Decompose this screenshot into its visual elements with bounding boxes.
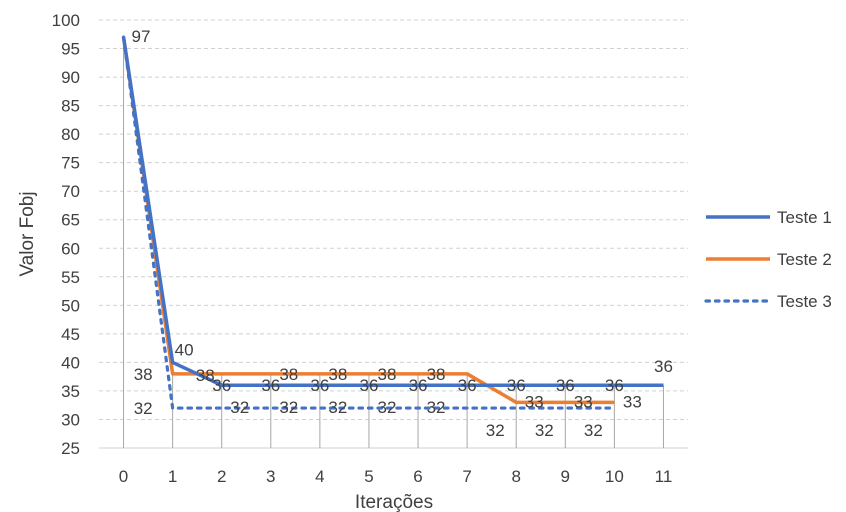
data-label: 38 <box>427 365 446 384</box>
data-label: 36 <box>605 376 624 395</box>
y-tick-label: 25 <box>61 439 80 458</box>
data-label: 38 <box>377 365 396 384</box>
data-label: 32 <box>377 398 396 417</box>
data-label: 36 <box>507 376 526 395</box>
x-tick-label: 4 <box>315 467 324 486</box>
y-axis-title: Valor Fobj <box>17 191 38 276</box>
data-label: 32 <box>486 421 505 440</box>
y-tick-label: 70 <box>61 182 80 201</box>
y-tick-label: 60 <box>61 239 80 258</box>
series-line-teste-2 <box>121 36 615 405</box>
data-label: 36 <box>556 376 575 395</box>
x-axis-ticks: 0 1 2 3 4 5 6 7 8 9 10 11 <box>119 467 672 486</box>
data-label: 38 <box>279 365 298 384</box>
data-label: 38 <box>196 366 215 385</box>
data-label: 36 <box>261 376 280 395</box>
x-axis-title: Iterações <box>355 492 433 512</box>
y-tick-label: 30 <box>61 410 80 429</box>
x-tick-label: 11 <box>655 467 673 486</box>
x-tick-label: 1 <box>168 467 177 486</box>
gridlines <box>99 19 688 449</box>
legend: Teste 1 Teste 2 Teste 3 <box>704 208 832 311</box>
x-tick-label: 10 <box>605 467 624 486</box>
legend-label: Teste 3 <box>777 292 832 311</box>
data-label: 38 <box>328 365 347 384</box>
data-label: 33 <box>623 392 642 411</box>
y-tick-label: 95 <box>61 40 80 59</box>
legend-label: Teste 2 <box>777 250 832 269</box>
data-label: 32 <box>230 398 249 417</box>
data-label: 97 <box>132 27 151 46</box>
y-tick-label: 80 <box>61 125 80 144</box>
x-tick-label: 6 <box>413 467 422 486</box>
x-tick-label: 0 <box>119 467 128 486</box>
data-label: 40 <box>175 340 194 359</box>
data-label: 36 <box>458 376 477 395</box>
data-label: 36 <box>212 376 231 395</box>
data-label: 32 <box>328 398 347 417</box>
data-label: 36 <box>654 357 673 376</box>
y-axis-ticks: 25 30 35 40 45 50 55 60 65 70 75 80 85 90 95 100 <box>52 11 80 458</box>
x-tick-label: 3 <box>266 467 275 486</box>
series-line-teste-1 <box>121 36 664 387</box>
data-label: 36 <box>409 376 428 395</box>
data-label: 36 <box>310 376 329 395</box>
y-tick-label: 50 <box>61 296 80 315</box>
y-tick-label: 65 <box>61 211 80 230</box>
data-label: 32 <box>134 399 153 418</box>
y-tick-label: 75 <box>61 154 80 173</box>
data-label: 32 <box>584 421 603 440</box>
data-label: 36 <box>359 376 378 395</box>
data-label: 33 <box>525 392 544 411</box>
y-tick-label: 85 <box>61 97 80 116</box>
y-tick-label: 90 <box>61 68 80 87</box>
x-tick-label: 7 <box>462 467 471 486</box>
series-line-teste-3 <box>121 35 616 410</box>
x-tick-label: 2 <box>217 467 226 486</box>
y-tick-label: 45 <box>61 325 80 344</box>
y-tick-label: 100 <box>52 11 80 30</box>
x-tick-label: 9 <box>561 467 570 486</box>
data-label: 38 <box>134 365 153 384</box>
x-tick-label: 5 <box>364 467 373 486</box>
y-tick-label: 35 <box>61 382 80 401</box>
data-label: 32 <box>535 421 554 440</box>
data-label: 32 <box>427 398 446 417</box>
x-tick-label: 8 <box>511 467 520 486</box>
data-label: 32 <box>279 398 298 417</box>
y-tick-label: 40 <box>61 353 80 372</box>
data-label: 33 <box>574 392 593 411</box>
y-tick-label: 55 <box>61 268 80 287</box>
legend-label: Teste 1 <box>777 208 832 227</box>
series-lines <box>121 35 664 410</box>
